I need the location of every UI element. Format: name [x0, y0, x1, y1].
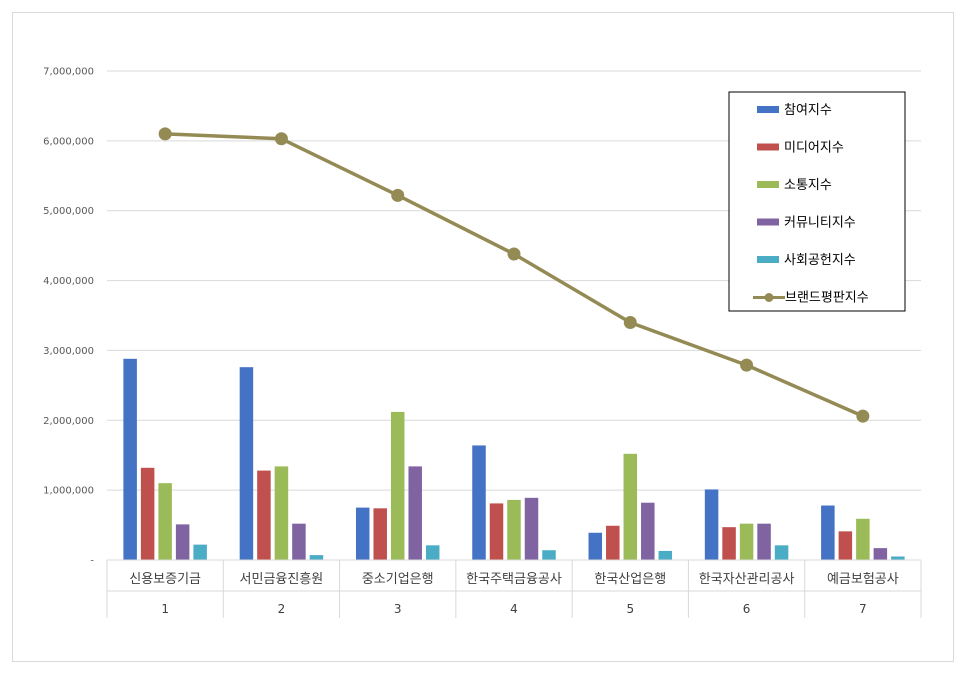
bar-3-6 [873, 548, 888, 560]
bar-3-0 [175, 524, 190, 560]
bar-2-2 [390, 411, 405, 560]
legend-label: 사회공헌지수 [784, 253, 856, 268]
bar-1-1 [257, 470, 271, 560]
bar-0-3 [472, 445, 486, 560]
x-category-label: 한국자산관리공사 [699, 572, 795, 587]
bar-2-6 [856, 518, 870, 560]
bar-1-5 [722, 527, 736, 560]
brand-index-point-0 [158, 127, 172, 141]
legend-swatch [757, 181, 779, 188]
x-category-label: 한국주택금융공사 [466, 572, 562, 587]
bar-4-4 [658, 550, 673, 560]
brand-index-point-3 [507, 247, 521, 261]
bar-4-5 [774, 545, 789, 560]
bar-4-0 [193, 544, 207, 560]
bar-1-4 [606, 525, 620, 560]
bar-4-1 [309, 555, 324, 560]
x-rank-label: 7 [859, 602, 867, 616]
bar-1-0 [140, 467, 155, 560]
legend-swatch [757, 256, 779, 263]
bar-3-2 [408, 466, 422, 560]
brand-index-point-4 [623, 315, 637, 329]
x-category-label: 예금보험공사 [827, 572, 899, 587]
x-rank-label: 3 [394, 602, 402, 616]
x-category-label: 서민금융진흥원 [240, 572, 324, 587]
bar-1-3 [489, 503, 504, 560]
legend-marker [764, 293, 774, 302]
bar-0-4 [588, 532, 603, 560]
legend-label: 미디어지수 [784, 141, 844, 156]
x-category-label: 중소기업은행 [362, 571, 434, 587]
bar-4-3 [542, 550, 556, 560]
bar-2-0 [158, 483, 172, 560]
bar-2-5 [739, 523, 754, 560]
line-series [158, 127, 870, 423]
bar-1-6 [838, 531, 853, 560]
x-rank-label: 4 [510, 602, 518, 616]
brand-index-point-2 [391, 188, 405, 202]
bar-2-3 [507, 499, 521, 560]
y-axis: - 1,000,000 2,000,000 3,000,000 4,000,000 5,0… [43, 67, 94, 567]
x-rank-label: 6 [743, 602, 751, 616]
brand-index-point-5 [740, 358, 754, 372]
y-tick-label: 2,000,000 [43, 416, 94, 427]
y-tick-label: 1,000,000 [43, 486, 94, 497]
bar-0-2 [355, 507, 370, 560]
y-tick-label: 3,000,000 [43, 346, 94, 357]
bar-3-5 [757, 523, 771, 560]
x-axis: 신용보증기금 1 서민금융진흥원 2 중소기업은행 3 한국주택금융공사 4 한국산업은행 5 한국… [106, 559, 922, 618]
bar-series [123, 358, 905, 560]
x-category-label: 한국산업은행 [594, 571, 666, 587]
brand-index-point-1 [274, 132, 288, 146]
legend-label: 참여지수 [784, 103, 832, 118]
bar-2-4 [623, 453, 638, 560]
bar-4-2 [425, 545, 440, 560]
bar-0-0 [123, 358, 137, 560]
x-category-label: 신용보증기금 [129, 572, 201, 587]
bar-3-3 [524, 497, 539, 560]
y-tick-label: - [90, 556, 94, 567]
bar-0-5 [704, 489, 719, 560]
y-tick-label: 7,000,000 [43, 67, 94, 78]
bar-4-6 [891, 556, 905, 560]
y-tick-label: 4,000,000 [43, 276, 94, 287]
bar-2-1 [274, 466, 289, 560]
bar-3-1 [292, 523, 306, 560]
legend-box [728, 91, 906, 312]
legend-swatch [757, 106, 779, 113]
bar-3-4 [641, 502, 655, 560]
legend-swatch [757, 218, 779, 226]
legend-swatch [757, 143, 779, 151]
x-rank-label: 5 [626, 602, 634, 616]
y-tick-label: 6,000,000 [43, 136, 94, 147]
legend-label: 커뮤니티지수 [784, 216, 856, 231]
x-rank-label: 1 [161, 602, 169, 616]
y-tick-label: 5,000,000 [43, 206, 94, 217]
x-rank-label: 2 [278, 602, 286, 616]
bar-0-6 [821, 505, 835, 560]
legend-label: 소통지수 [784, 178, 832, 193]
brand-index-point-6 [856, 409, 870, 423]
bar-1-2 [373, 508, 387, 560]
legend-label: 브랜드평판지수 [785, 291, 869, 306]
bar-0-1 [239, 367, 254, 560]
